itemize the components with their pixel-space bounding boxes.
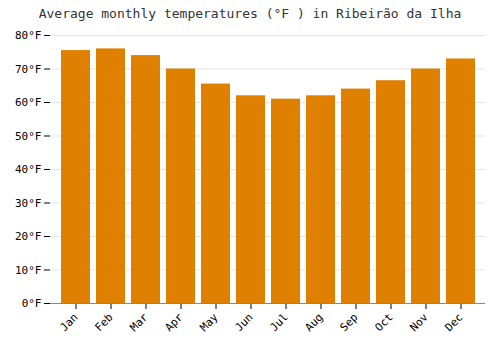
svg-text:Jun: Jun — [232, 311, 255, 334]
svg-text:Feb: Feb — [92, 311, 115, 334]
svg-text:70°F: 70°F — [15, 63, 42, 76]
svg-text:Apr: Apr — [162, 310, 186, 334]
svg-text:10°F: 10°F — [15, 264, 42, 277]
svg-text:Mar: Mar — [127, 310, 151, 334]
svg-text:60°F: 60°F — [15, 96, 42, 109]
svg-text:Dec: Dec — [442, 311, 465, 334]
svg-text:Jan: Jan — [57, 311, 80, 334]
svg-text:Nov: Nov — [407, 310, 431, 334]
svg-text:May: May — [197, 310, 221, 334]
svg-text:20°F: 20°F — [15, 230, 42, 243]
svg-text:30°F: 30°F — [15, 197, 42, 210]
svg-text:Sep: Sep — [337, 311, 360, 334]
html-text:Average monthly temperatures (: Average monthly temperatures (°F ) in Ri… — [38, 6, 462, 21]
svg-text:40°F: 40°F — [15, 163, 42, 176]
svg-text:0°F: 0°F — [22, 297, 42, 310]
svg-text:Oct: Oct — [372, 311, 395, 334]
svg-text:Jul: Jul — [267, 311, 290, 334]
svg-text:50°F: 50°F — [15, 130, 42, 143]
svg-text:80°F: 80°F — [15, 29, 42, 42]
svg-text:Aug: Aug — [302, 311, 325, 334]
